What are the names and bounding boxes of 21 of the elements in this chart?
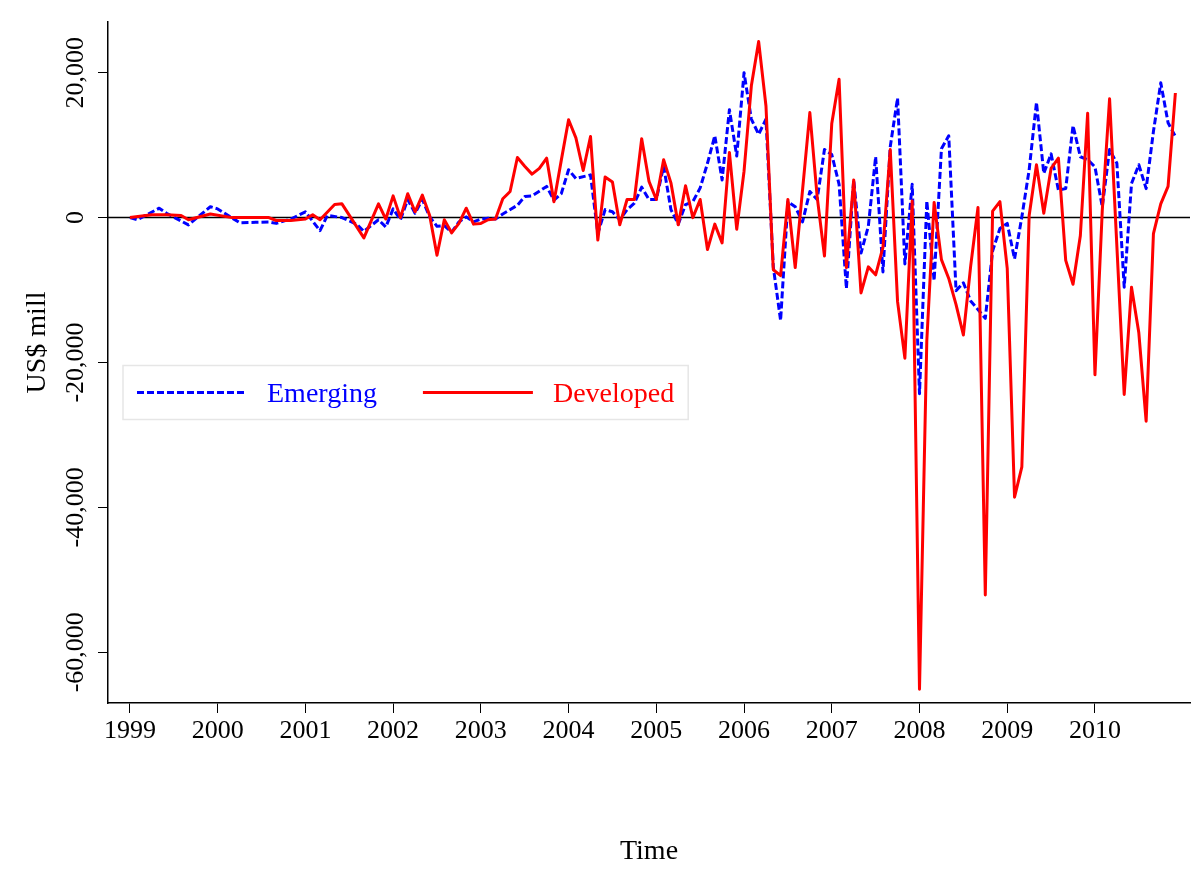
x-tick-label: 2001: [279, 715, 332, 745]
x-axis-title: Time: [619, 833, 679, 865]
x-tick-label: 2004: [542, 715, 595, 745]
x-tick-label: 2006: [718, 715, 771, 745]
x-tick-label: 2007: [805, 715, 858, 745]
y-tick-label: 0: [59, 211, 89, 225]
legend-label: Developed: [552, 376, 675, 408]
x-tick-label: 2000: [191, 715, 244, 745]
y-tick-label: -40,000: [59, 467, 89, 548]
x-tick-label: 2002: [367, 715, 420, 745]
x-tick-label: 1999: [103, 715, 156, 745]
x-tick-label: 2005: [630, 715, 683, 745]
x-tick-label: 2009: [981, 715, 1034, 745]
legend-label: Emerging: [267, 376, 377, 408]
x-tick-label: 2008: [893, 715, 946, 745]
x-tick-label: 2003: [454, 715, 507, 745]
y-tick-label: 20,000: [59, 36, 89, 109]
y-tick-label: -60,000: [59, 612, 89, 693]
y-tick-label: -20,000: [59, 322, 89, 403]
x-tick-label: 2010: [1068, 715, 1121, 745]
y-axis-title: US$ mill: [20, 291, 52, 394]
